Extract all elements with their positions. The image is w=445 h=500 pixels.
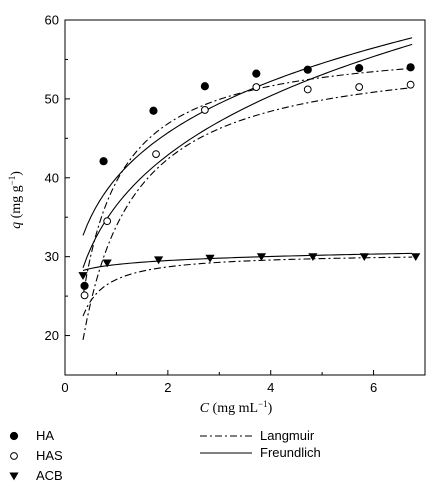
y-axis-ticks: 20 30 40 50 60 bbox=[45, 13, 70, 343]
y-tick-label: 50 bbox=[45, 91, 59, 106]
data-point-acb bbox=[359, 253, 369, 262]
data-point-acb bbox=[256, 253, 267, 262]
data-point-acb bbox=[308, 253, 318, 262]
data-point-has bbox=[80, 291, 89, 300]
data-point-has bbox=[406, 80, 415, 89]
y-tick-label: 20 bbox=[45, 328, 59, 343]
data-point-ha bbox=[80, 281, 89, 290]
fit-curve-ha-langmuir bbox=[82, 67, 413, 297]
data-point-has bbox=[355, 83, 364, 91]
data-point-has bbox=[303, 85, 312, 94]
legend-label-has: HAS bbox=[36, 448, 63, 463]
data-point-acb bbox=[154, 256, 164, 265]
data-point-ha bbox=[200, 82, 209, 91]
legend-marker-acb bbox=[9, 472, 19, 481]
data-point-has bbox=[200, 106, 209, 114]
y-tick-label: 60 bbox=[45, 13, 59, 28]
y-axis-label: q (mg g−1) bbox=[7, 171, 24, 229]
data-point-has bbox=[252, 83, 261, 91]
fit-curve-acb-freundlich bbox=[82, 252, 413, 272]
data-point-ha bbox=[252, 69, 261, 78]
data-point-ha bbox=[406, 63, 415, 72]
data-point-acb bbox=[102, 259, 112, 268]
legend-label-langmuir: Langmuir bbox=[260, 428, 315, 443]
data-point-acb bbox=[205, 254, 215, 263]
data-points bbox=[78, 63, 421, 300]
legend-marker-ha bbox=[9, 431, 19, 441]
legend: HA HAS ACB Langmuir Freundlich bbox=[9, 428, 321, 483]
x-tick-label: 0 bbox=[61, 380, 68, 395]
data-point-ha bbox=[99, 157, 108, 166]
data-point-ha bbox=[149, 106, 158, 115]
fit-curve-ha-freundlich bbox=[82, 37, 413, 236]
y-tick-label: 30 bbox=[45, 249, 59, 264]
data-point-ha bbox=[303, 65, 312, 74]
fit-curve-has-langmuir bbox=[82, 87, 413, 340]
x-tick-label: 4 bbox=[267, 380, 274, 395]
y-tick-label: 40 bbox=[45, 170, 59, 185]
fit-curves bbox=[82, 37, 413, 340]
data-point-acb bbox=[78, 272, 88, 280]
fit-curve-acb-langmuir bbox=[82, 256, 413, 317]
x-tick-label: 2 bbox=[164, 380, 171, 395]
legend-marker-has bbox=[10, 452, 18, 460]
data-point-has bbox=[152, 150, 160, 159]
legend-label-freundlich: Freundlich bbox=[260, 445, 321, 460]
fit-curve-has-freundlich bbox=[82, 43, 413, 268]
legend-label-acb: ACB bbox=[36, 468, 63, 483]
plot-frame bbox=[64, 19, 426, 376]
legend-label-ha: HA bbox=[36, 428, 54, 443]
data-point-has bbox=[103, 217, 112, 226]
data-point-ha bbox=[355, 64, 364, 73]
plot-area: 0 2 4 6 20 30 40 50 60 bbox=[45, 13, 426, 395]
x-tick-label: 6 bbox=[370, 380, 377, 395]
data-point-acb bbox=[411, 253, 421, 262]
x-axis-label: C (mg mL−1) bbox=[200, 399, 273, 416]
x-axis-ticks: 0 2 4 6 bbox=[61, 370, 377, 395]
